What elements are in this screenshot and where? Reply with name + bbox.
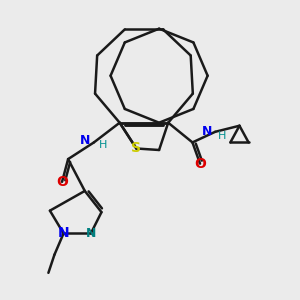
Text: N: N bbox=[58, 226, 69, 240]
Text: O: O bbox=[194, 157, 206, 171]
Text: N: N bbox=[86, 227, 96, 240]
Text: O: O bbox=[56, 175, 68, 189]
Text: N: N bbox=[202, 125, 212, 138]
Text: N: N bbox=[80, 134, 90, 147]
Text: S: S bbox=[131, 142, 141, 155]
Text: H: H bbox=[218, 131, 226, 141]
Text: H: H bbox=[98, 140, 107, 151]
